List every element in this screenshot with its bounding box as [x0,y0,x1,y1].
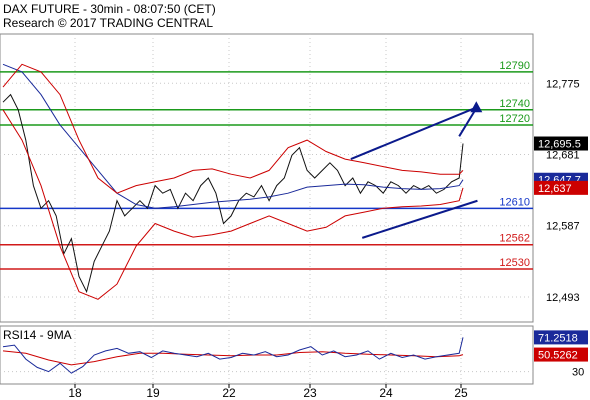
x-tick-label: 19 [146,386,160,400]
rsi-value-1-tag [534,347,588,362]
level-label-12610: 12610 [499,196,530,208]
rsi-ma-line [2,350,464,366]
series-moving-average [2,63,464,209]
price-panel: 12,493 12,587 12,681 12,775 12790 12740 12720 1… [0,33,588,323]
x-tick-label: 25 [454,386,468,400]
level-label-12790: 12790 [499,60,530,72]
channel-upper [350,106,477,160]
chart-title: DAX FUTURE - 30min - 08:07:50 (CET) [3,2,216,16]
rsi-value-1-label: 50.5262 [538,350,578,362]
indicator-1-label: 12,637 [538,183,572,195]
last-price-tag [534,136,588,151]
y-tick-label: 12,775 [546,78,580,90]
projection-arrow-head [470,101,483,113]
level-label-12562: 12562 [499,233,530,245]
rsi-frame [0,325,534,385]
price-frame [0,33,534,323]
x-tick-label: 23 [303,386,317,400]
x-axis: 18 19 22 23 24 25 [68,384,468,400]
series-bollinger-upper [2,63,464,194]
projection-arrow-shaft [458,107,478,137]
x-tick-label: 18 [68,386,82,400]
y-tick-label: 12,681 [546,150,580,162]
x-tick-label: 22 [222,386,236,400]
rsi-line [2,337,464,374]
y-tick-label: 12,493 [546,292,580,304]
rsi-title: RSI14 - 9MA [3,328,72,342]
rsi-value-0-label: 71.2518 [538,332,578,344]
chart-copyright: Research © 2017 TRADING CENTRAL [3,16,214,30]
series-bollinger-lower [2,109,464,300]
indicator-1-tag [534,180,588,195]
x-tick-label: 24 [379,386,393,400]
level-label-12740: 12740 [499,98,530,110]
level-label-12720: 12720 [499,113,530,125]
channel-lower [361,199,478,239]
last-price-label: 12,695.5 [538,139,581,151]
rsi-value-0-tag [534,330,588,345]
series-price [2,93,464,294]
y-tick-label: 12,587 [546,221,580,233]
level-label-12530: 12530 [499,257,530,269]
rsi-panel: 30 RSI14 - 9MA 71.2518 50.5262 [0,325,588,385]
rsi-y-tick-label: 30 [572,367,584,379]
